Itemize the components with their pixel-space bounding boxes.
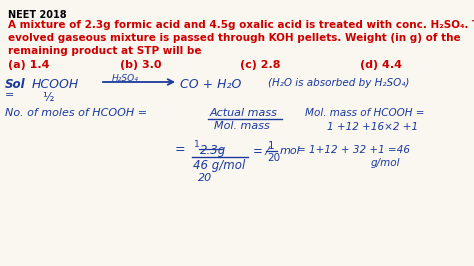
Text: g/mol: g/mol — [371, 158, 401, 168]
Text: Mol. mass: Mol. mass — [214, 121, 270, 131]
Text: No. of moles of HCOOH =: No. of moles of HCOOH = — [5, 108, 147, 118]
Text: ½: ½ — [42, 91, 54, 104]
Text: CO + H₂O: CO + H₂O — [180, 78, 241, 91]
Text: 1: 1 — [268, 141, 274, 151]
Text: (b) 3.0: (b) 3.0 — [120, 60, 162, 70]
Text: H₂SO₄: H₂SO₄ — [112, 74, 139, 83]
Text: mol: mol — [280, 146, 301, 156]
Text: (d) 4.4: (d) 4.4 — [360, 60, 402, 70]
Text: 1: 1 — [194, 140, 200, 149]
Text: (H₂O is absorbed by H₂SO₄): (H₂O is absorbed by H₂SO₄) — [268, 78, 410, 88]
Text: =: = — [5, 90, 14, 100]
Text: 1 +12 +16×2 +1: 1 +12 +16×2 +1 — [327, 122, 418, 132]
Text: evolved gaseous mixture is passed through KOH pellets. Weight (in g) of the: evolved gaseous mixture is passed throug… — [8, 33, 461, 43]
Text: =: = — [175, 143, 186, 156]
Text: 20: 20 — [267, 153, 280, 163]
Text: Sol: Sol — [5, 78, 26, 91]
Text: (a) 1.4: (a) 1.4 — [8, 60, 49, 70]
Text: 20: 20 — [198, 173, 212, 183]
Text: 2.3g: 2.3g — [200, 144, 226, 157]
Text: NEET 2018: NEET 2018 — [8, 10, 67, 20]
Text: (c) 2.8: (c) 2.8 — [240, 60, 281, 70]
Text: HCOOH: HCOOH — [32, 78, 79, 91]
Text: remaining product at STP will be: remaining product at STP will be — [8, 46, 201, 56]
Text: = ⁄: = ⁄ — [253, 145, 269, 158]
Text: Actual mass: Actual mass — [210, 108, 278, 118]
Text: = 1+12 + 32 +1 =46: = 1+12 + 32 +1 =46 — [297, 145, 410, 155]
Text: 46 g/mol: 46 g/mol — [193, 159, 245, 172]
Text: A mixture of 2.3g formic acid and 4.5g oxalic acid is treated with conc. H₂SO₄. : A mixture of 2.3g formic acid and 4.5g o… — [8, 20, 474, 30]
Text: Mol. mass of HCOOH =: Mol. mass of HCOOH = — [305, 108, 425, 118]
